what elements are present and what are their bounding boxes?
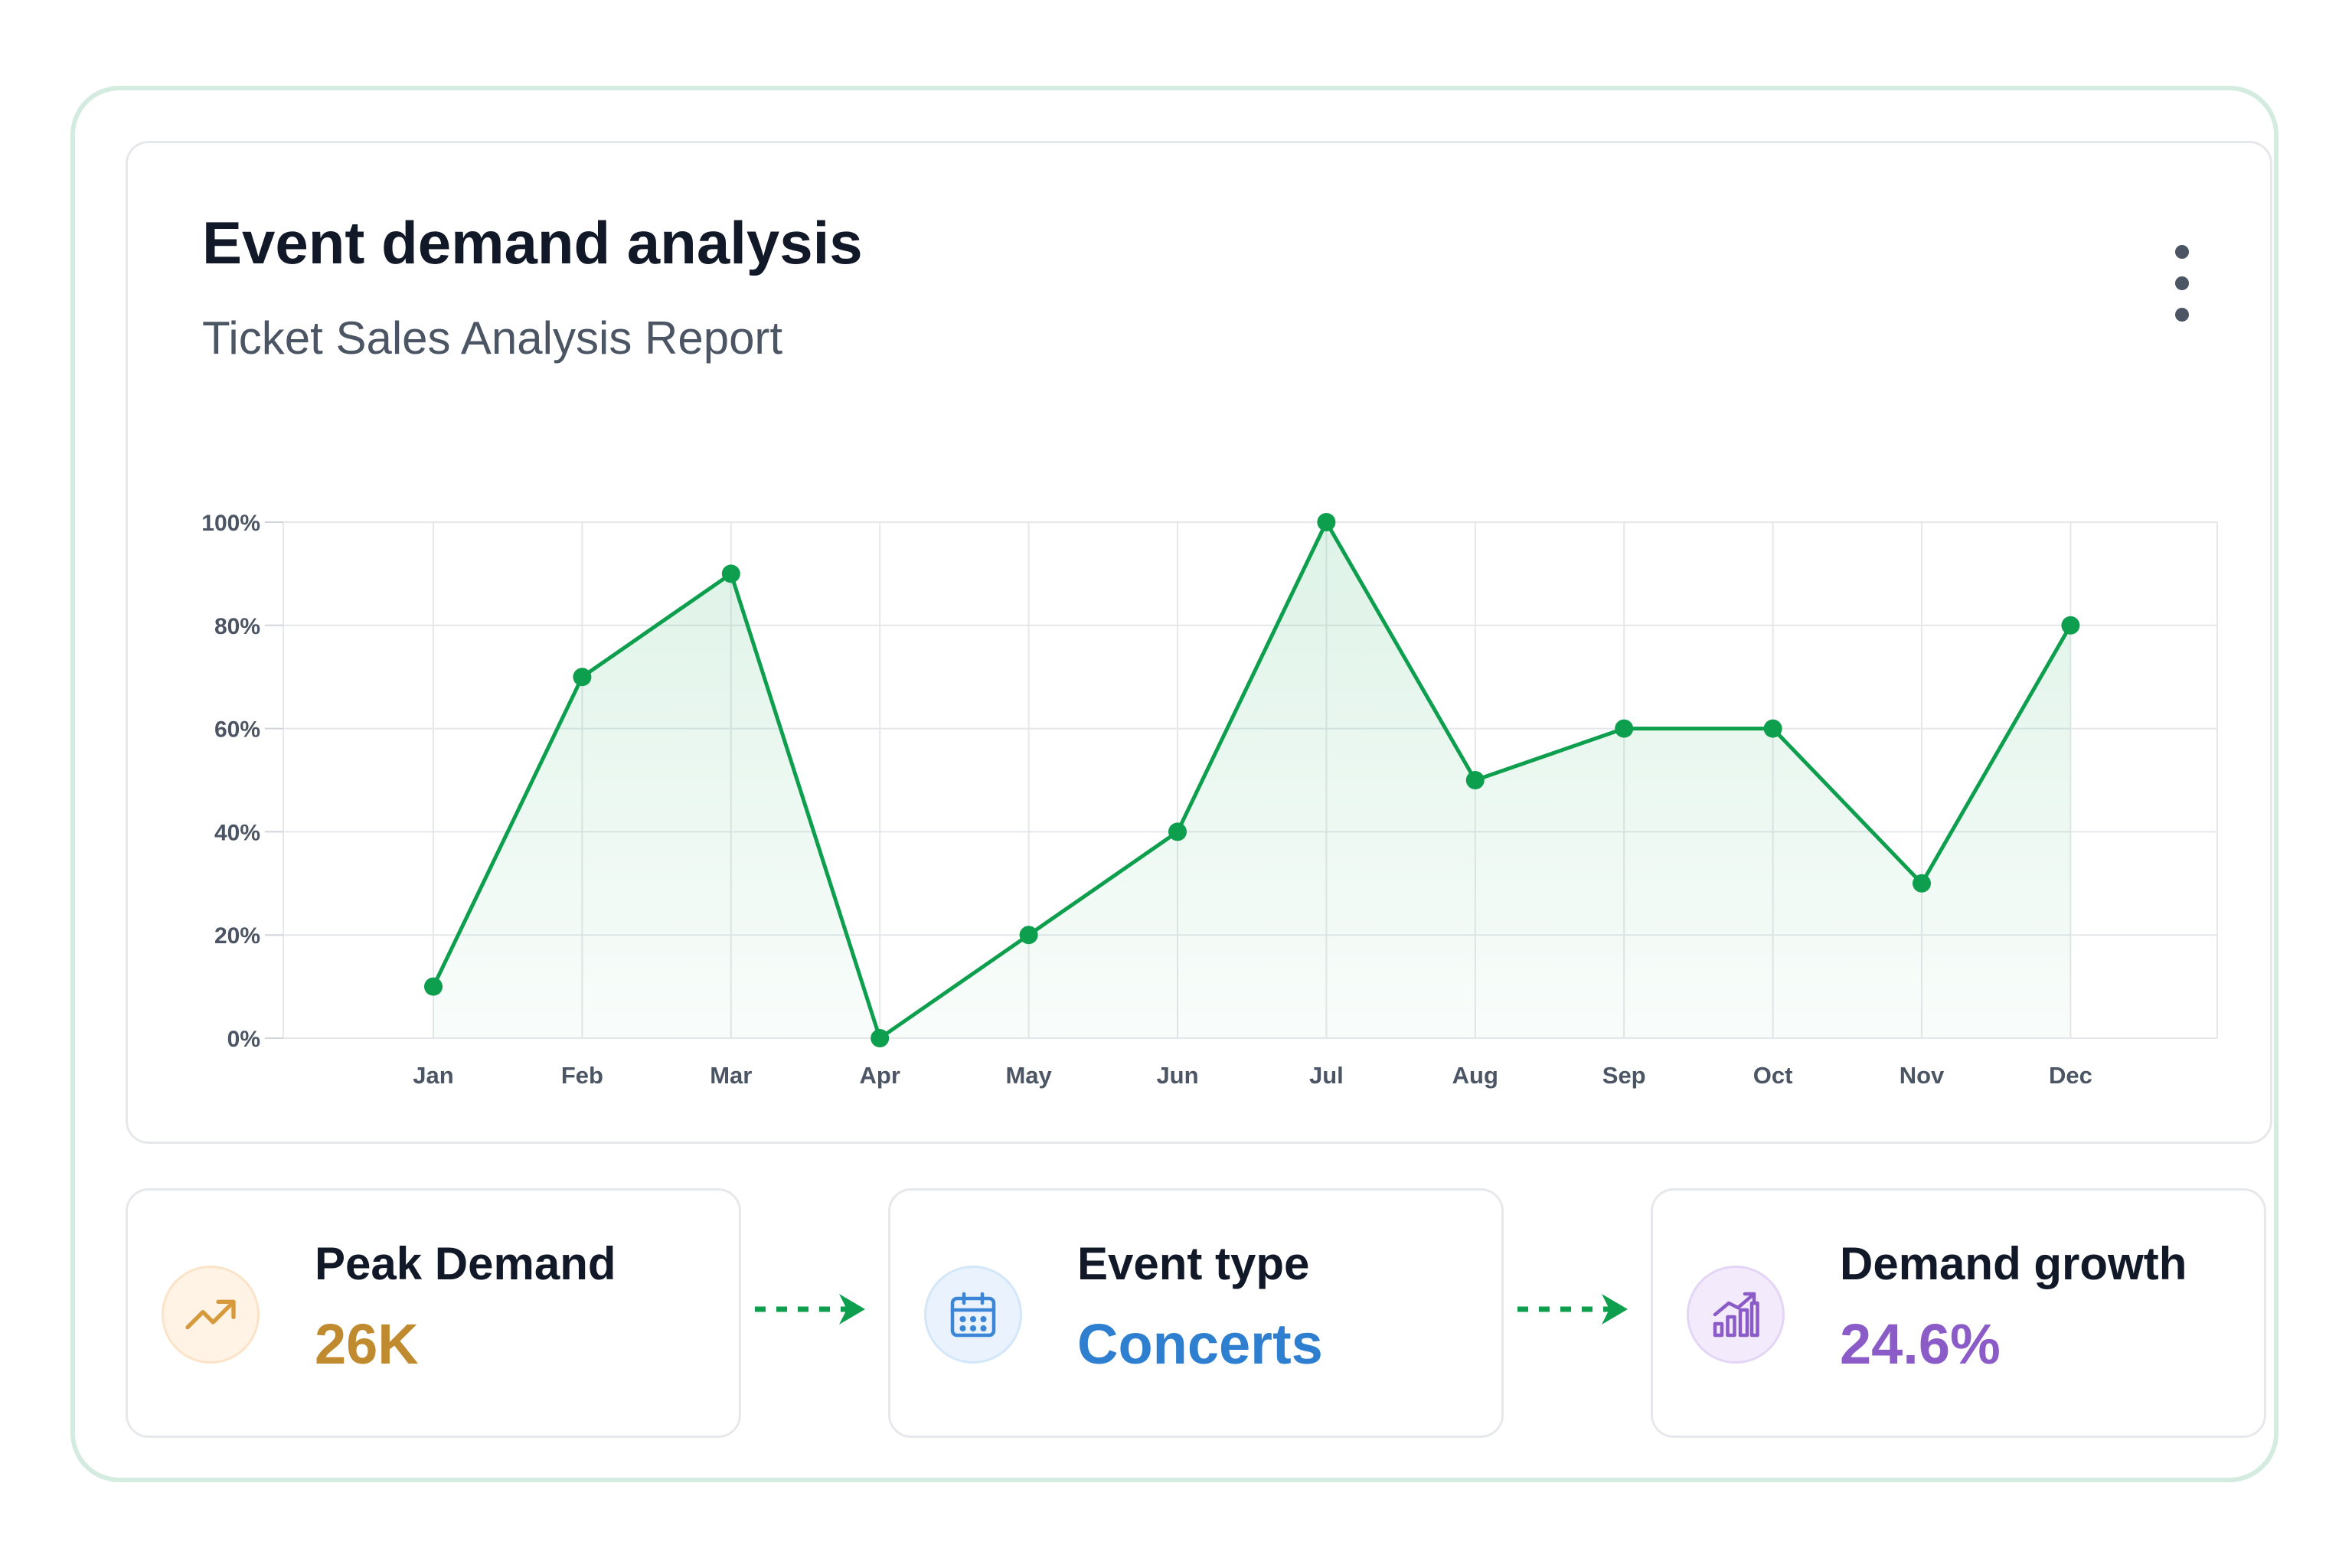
data-point-nov	[1913, 874, 1931, 893]
x-tick-label: Dec	[2049, 1062, 2092, 1089]
connector-arrow-icon	[755, 1294, 865, 1325]
series-line	[431, 520, 2073, 1040]
x-tick-label: Apr	[860, 1062, 900, 1089]
trending-up-icon	[162, 1266, 260, 1364]
data-point-jul	[1317, 513, 1336, 531]
data-point-aug	[1465, 771, 1485, 789]
stat-value: 26K	[315, 1312, 419, 1376]
data-point-sep	[1615, 719, 1634, 738]
x-tick-label: Oct	[1753, 1062, 1793, 1089]
y-tick-label: 80%	[214, 614, 260, 639]
x-tick-label: Sep	[1602, 1062, 1646, 1089]
kebab-dot-icon	[2175, 245, 2189, 259]
x-tick-label: Feb	[561, 1062, 603, 1089]
data-point-oct	[1763, 719, 1782, 738]
x-tick-label: Mar	[710, 1062, 752, 1089]
x-tick-label: Jun	[1156, 1062, 1198, 1089]
connector-arrow-icon	[1517, 1294, 1628, 1325]
y-tick-label: 0%	[227, 1027, 260, 1052]
data-point-jun	[1168, 822, 1187, 841]
y-tick-label: 20%	[214, 923, 260, 949]
x-tick-label: Jan	[413, 1062, 453, 1089]
stat-card-demand-growth: Demand growth 24.6%	[1651, 1188, 2266, 1438]
stat-label: Demand growth	[1840, 1238, 2187, 1289]
bar-chart-growth-icon	[1687, 1266, 1785, 1364]
more-options-button[interactable]	[2159, 245, 2205, 322]
x-tick-label: Nov	[1900, 1062, 1945, 1089]
data-point-jan	[424, 977, 443, 996]
calendar-icon	[924, 1266, 1022, 1364]
series-area	[433, 522, 2071, 1038]
y-tick-label: 60%	[214, 717, 260, 743]
y-tick-label: 40%	[214, 820, 260, 845]
page-title: Event demand analysis	[202, 209, 863, 276]
data-point-dec	[2061, 616, 2080, 635]
data-point-apr	[871, 1029, 890, 1047]
stat-value: Concerts	[1077, 1312, 1323, 1376]
x-tick-label: Jul	[1309, 1062, 1344, 1089]
data-point-mar	[721, 564, 740, 583]
y-tick-label: 100%	[201, 511, 260, 536]
stat-label: Event type	[1077, 1238, 1310, 1289]
x-tick-label: Aug	[1452, 1062, 1498, 1089]
data-point-may	[1019, 926, 1038, 945]
kebab-dot-icon	[2175, 308, 2189, 322]
stat-value: 24.6%	[1840, 1312, 2001, 1376]
stat-card-peak-demand: Peak Demand 26K	[126, 1188, 741, 1438]
x-tick-label: May	[1005, 1062, 1052, 1089]
kebab-dot-icon	[2175, 276, 2189, 290]
page-subtitle: Ticket Sales Analysis Report	[202, 312, 783, 364]
stat-card-event-type: Event type Concerts	[888, 1188, 1504, 1438]
data-point-feb	[573, 668, 592, 687]
stat-label: Peak Demand	[315, 1238, 616, 1289]
